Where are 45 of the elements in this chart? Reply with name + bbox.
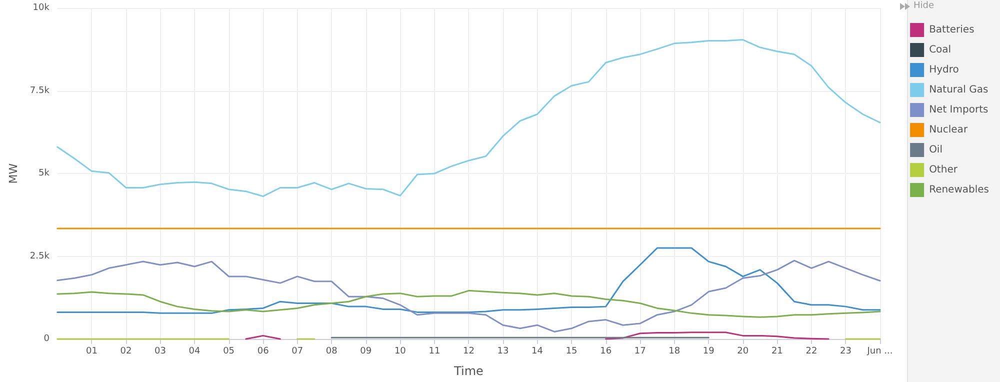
legend-label: Coal xyxy=(929,44,952,56)
x-tick-label: 04 xyxy=(188,346,201,356)
legend-label: Renewables xyxy=(929,184,989,196)
line-series xyxy=(56,290,881,318)
legend-label: Other xyxy=(929,164,958,176)
x-tick-label: 18 xyxy=(668,346,680,356)
x-tick-label: 17 xyxy=(634,346,646,356)
x-tick-label: 12 xyxy=(462,346,474,356)
x-tick-label: 08 xyxy=(326,346,338,356)
x-tick-label: 15 xyxy=(566,346,578,356)
x-tick-label: 01 xyxy=(86,346,98,356)
legend-label: Batteries xyxy=(929,24,974,36)
x-tick-label: 14 xyxy=(532,346,544,356)
x-tick-label: 10 xyxy=(394,346,406,356)
x-tick-label: 03 xyxy=(154,346,166,356)
x-tick-label: 13 xyxy=(497,346,509,356)
x-tick-label: 02 xyxy=(120,346,132,356)
legend-label: Hydro xyxy=(929,64,959,76)
x-tick-label: 09 xyxy=(360,346,372,356)
text: Hide xyxy=(913,1,934,11)
legend-label: Oil xyxy=(929,144,942,156)
x-tick-label: 19 xyxy=(702,346,715,356)
y-tick-label: 0 xyxy=(44,334,50,344)
x-tick-label: 07 xyxy=(292,346,304,356)
x-tick-label: 16 xyxy=(600,346,612,356)
legend-label: Nuclear xyxy=(929,124,968,136)
y-tick-label: 5k xyxy=(38,168,50,178)
y-axis-title: MW xyxy=(7,163,20,184)
x-tick-label: 21 xyxy=(771,346,783,356)
line-series xyxy=(56,39,881,198)
line-series xyxy=(56,260,881,332)
y-tick-label: 10k xyxy=(32,3,50,13)
y-tick-label: 2.5k xyxy=(30,251,50,262)
x-tick-label: 06 xyxy=(257,346,270,356)
x-tick-label: 23 xyxy=(840,346,852,356)
x-axis-title: Time xyxy=(453,364,484,378)
x-tick-label: 11 xyxy=(428,346,440,356)
y-tick-label: 7.5k xyxy=(30,86,50,96)
x-tick-label: 05 xyxy=(223,346,235,356)
line-series xyxy=(56,247,881,314)
legend-label: Net Imports xyxy=(929,104,988,116)
x-tick-label: 20 xyxy=(737,346,749,356)
x-tick-label: 22 xyxy=(806,346,818,356)
x-tick-label: Jun ... xyxy=(866,346,893,356)
legend-label: Natural Gas xyxy=(929,84,988,96)
